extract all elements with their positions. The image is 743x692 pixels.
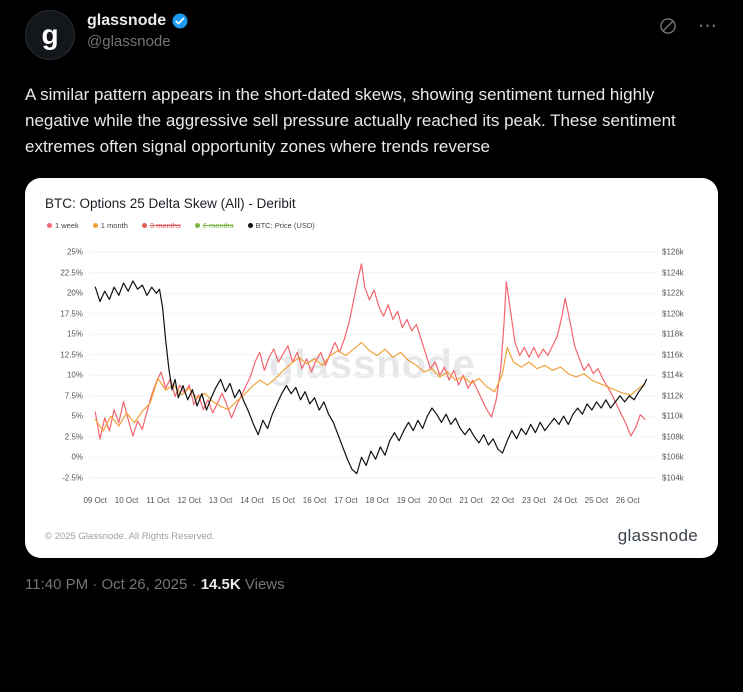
x-axis-label: 18 Oct — [365, 496, 389, 505]
author-block: glassnode @glassnode — [87, 10, 658, 50]
tweet-header: g glassnode @glassnode ⋯ — [25, 10, 718, 60]
legend-item: 1 week — [47, 221, 79, 230]
y-axis-label-right: $112k — [662, 391, 684, 401]
x-axis-label: 26 Oct — [616, 496, 640, 505]
legend-dot-icon — [92, 223, 98, 228]
x-axis-label: 14 Oct — [240, 496, 264, 505]
y-axis-right: $126k $124k $122k $120k $118k $116k $114k $112k… — [656, 240, 698, 490]
x-axis-label: 13 Oct — [208, 496, 233, 505]
more-button[interactable]: ⋯ — [698, 15, 718, 37]
chart-plot-row: 25% 22.5% 20% 17.5% 15% 12.5% 10% 7.5% 5% 2.5% 0% -… — [45, 240, 698, 490]
y-axis-label-right: $108k — [662, 432, 684, 442]
x-axis: 09 Oct 10 Oct 11 Oct 12 Oct 13 Oct 14 Oct 15 O… — [83, 496, 656, 510]
chart-legend: 1 week 1 month 3 months 6 months BTC: Price … — [47, 221, 698, 230]
legend-dot-icon — [194, 223, 200, 228]
chart-lines — [89, 251, 656, 479]
legend-item: 3 months — [141, 221, 181, 230]
y-axis-label-left: 12.5% — [60, 350, 83, 360]
avatar[interactable]: g — [25, 10, 75, 60]
chart-card-footer: © 2025 Glassnode. All Rights Reserved. g… — [45, 526, 698, 546]
y-axis-left: 25% 22.5% 20% 17.5% 15% 12.5% 10% 7.5% 5% 2.5% 0% -… — [45, 240, 89, 490]
x-axis-label: 23 Oct — [522, 496, 546, 505]
views-count: 14.5K — [200, 576, 241, 593]
y-axis-label-right: $120k — [662, 309, 684, 319]
y-axis-label-right: $116k — [662, 350, 684, 360]
display-name[interactable]: glassnode — [87, 12, 167, 29]
x-axis-label: 17 Oct — [334, 496, 358, 505]
header-actions: ⋯ — [658, 10, 718, 36]
tweet-text: A similar pattern appears in the short-d… — [25, 85, 676, 156]
chart-plot: glassnode — [89, 240, 656, 490]
legend-item: 1 month — [92, 221, 128, 230]
y-axis-label-right: $110k — [662, 411, 684, 421]
y-axis-label-right: $114k — [662, 370, 684, 380]
views-label: Views — [240, 576, 285, 593]
y-axis-label-left: 7.5% — [64, 391, 83, 401]
copyright-text: © 2025 Glassnode. All Rights Reserved. — [45, 530, 215, 542]
y-axis-label-left: 5% — [71, 411, 83, 421]
y-axis-label-right: $126k — [662, 247, 684, 257]
y-axis-label-right: $124k — [662, 268, 684, 278]
verified-badge-icon — [171, 12, 189, 30]
handle[interactable]: @glassnode — [87, 33, 171, 50]
y-axis-label-left: 0% — [71, 452, 83, 462]
x-axis-label: 12 Oct — [177, 496, 202, 505]
y-axis-label-right: $106k — [662, 452, 684, 462]
x-axis-label: 10 Oct — [114, 496, 139, 505]
y-axis-label-right: $122k — [662, 288, 684, 298]
y-axis-label-left: -2.5% — [62, 473, 83, 483]
legend-dot-icon — [141, 223, 147, 228]
y-axis-label-left: 10% — [66, 370, 83, 380]
y-axis-label-left: 22.5% — [60, 268, 83, 278]
y-axis-label-left: 15% — [66, 329, 83, 339]
legend-item: BTC: Price (USD) — [247, 221, 315, 230]
x-axis-label: 11 Oct — [146, 496, 170, 505]
legend-dot-icon — [47, 223, 52, 228]
glassnode-wordmark: glassnode — [617, 526, 698, 545]
y-axis-label-left: 17.5% — [60, 309, 83, 319]
y-axis-label-left: 20% — [66, 288, 83, 298]
chart-media-card[interactable]: BTC: Options 25 Delta Skew (All) - Derib… — [25, 178, 718, 558]
y-axis-label-right: $104k — [662, 473, 684, 483]
x-axis-label: 21 Oct — [459, 496, 483, 505]
x-axis-label: 19 Oct — [396, 496, 421, 505]
legend-dot-icon — [247, 223, 253, 228]
x-axis-label: 25 Oct — [584, 496, 609, 505]
x-axis-label: 15 Oct — [271, 496, 296, 505]
legend-item: 6 months — [194, 221, 234, 230]
timestamp-link[interactable]: 11:40 PM · Oct 26, 2025 — [25, 576, 188, 593]
y-axis-label-left: 25% — [66, 247, 83, 257]
x-axis-label: 09 Oct — [83, 496, 108, 505]
chart-title: BTC: Options 25 Delta Skew (All) - Derib… — [45, 196, 296, 211]
tweet-footer: 11:40 PM · Oct 26, 2025 · 14.5K Views — [25, 576, 285, 593]
x-axis-label: 22 Oct — [490, 496, 515, 505]
x-axis-label: 16 Oct — [302, 496, 327, 505]
circle-slash-icon[interactable] — [658, 16, 678, 36]
y-axis-label-left: 2.5% — [64, 432, 83, 442]
x-axis-label: 24 Oct — [553, 496, 577, 505]
x-axis-label: 20 Oct — [428, 496, 452, 505]
y-axis-label-right: $118k — [662, 329, 684, 339]
